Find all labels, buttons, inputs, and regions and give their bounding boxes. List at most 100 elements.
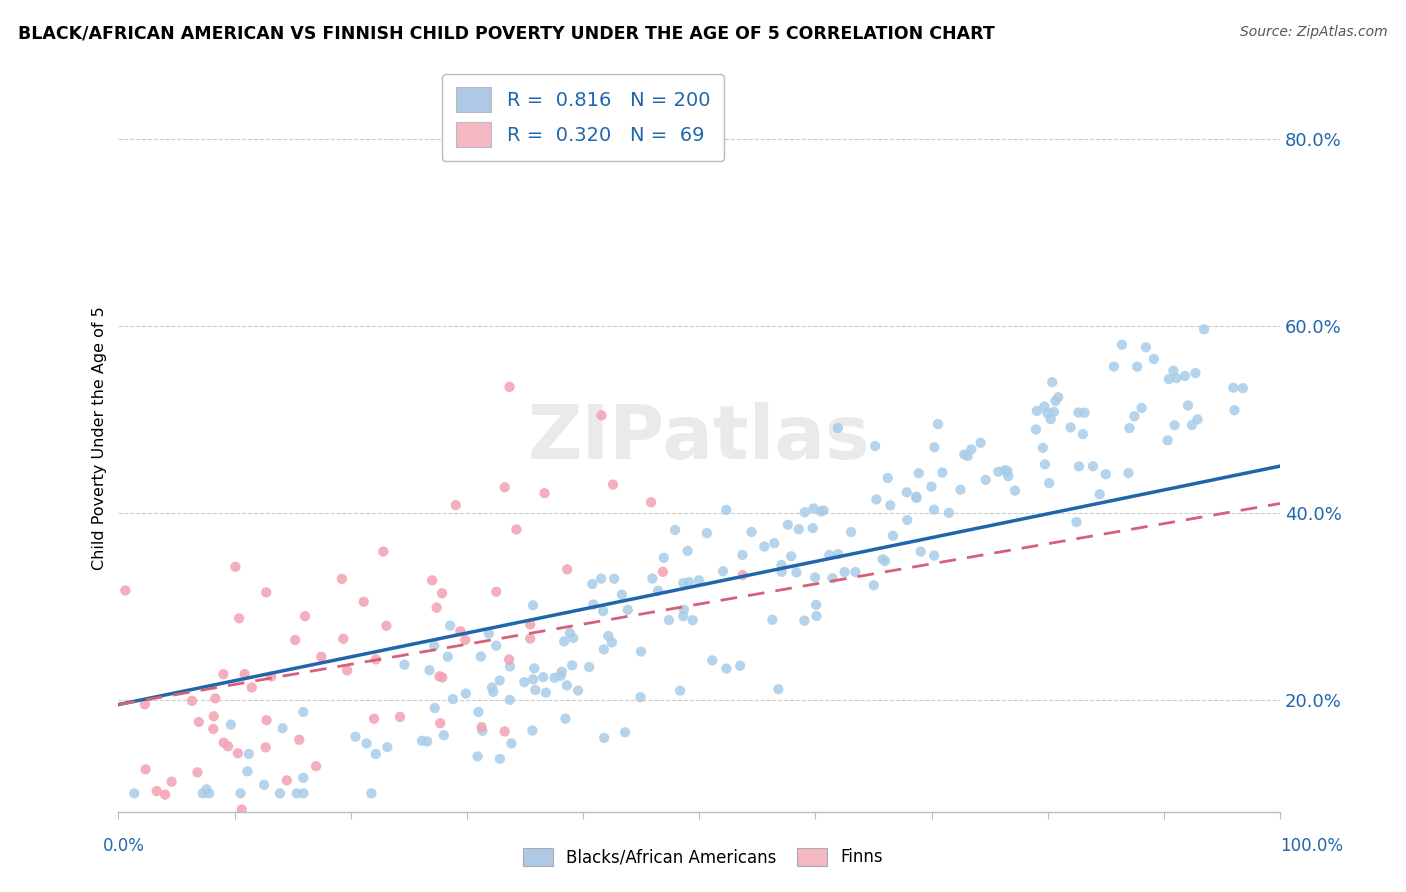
Point bbox=[202, 709, 225, 723]
Point bbox=[238, 747, 260, 761]
Point bbox=[711, 564, 734, 578]
Point bbox=[471, 723, 494, 738]
Point bbox=[994, 463, 1017, 477]
Point bbox=[763, 536, 786, 550]
Point bbox=[896, 513, 918, 527]
Point bbox=[567, 683, 589, 698]
Point bbox=[806, 609, 828, 624]
Point bbox=[664, 523, 686, 537]
Point bbox=[672, 602, 695, 616]
Point bbox=[770, 558, 793, 572]
Point bbox=[160, 774, 183, 789]
Point bbox=[429, 669, 451, 683]
Point bbox=[212, 667, 235, 681]
Point bbox=[834, 565, 856, 579]
Point bbox=[558, 626, 581, 640]
Point bbox=[1088, 487, 1111, 501]
Point bbox=[702, 653, 724, 667]
Point bbox=[554, 712, 576, 726]
Point bbox=[630, 644, 652, 658]
Point bbox=[593, 731, 616, 745]
Text: 100.0%: 100.0% bbox=[1279, 837, 1343, 855]
Point bbox=[761, 613, 783, 627]
Point bbox=[429, 716, 451, 731]
Point bbox=[839, 525, 862, 540]
Point bbox=[305, 759, 328, 773]
Point bbox=[803, 501, 825, 516]
Point bbox=[193, 833, 215, 847]
Point bbox=[640, 495, 662, 509]
Point bbox=[1004, 483, 1026, 498]
Point bbox=[974, 473, 997, 487]
Point bbox=[806, 598, 828, 612]
Point bbox=[801, 521, 824, 535]
Point bbox=[1126, 359, 1149, 374]
Point bbox=[672, 576, 695, 591]
Point bbox=[288, 833, 311, 847]
Point bbox=[432, 670, 454, 684]
Point bbox=[411, 733, 433, 747]
Text: Source: ZipAtlas.com: Source: ZipAtlas.com bbox=[1240, 25, 1388, 39]
Point bbox=[793, 614, 815, 628]
Point bbox=[804, 570, 827, 584]
Point bbox=[551, 665, 574, 679]
Point bbox=[259, 833, 281, 847]
Point bbox=[436, 649, 458, 664]
Point bbox=[969, 435, 991, 450]
Point bbox=[1135, 340, 1157, 354]
Point bbox=[555, 678, 578, 692]
Point bbox=[135, 763, 157, 777]
Point bbox=[181, 694, 204, 708]
Point bbox=[1045, 394, 1067, 409]
Point bbox=[114, 583, 136, 598]
Point bbox=[363, 712, 385, 726]
Legend: Blacks/African Americans, Finns: Blacks/African Americans, Finns bbox=[516, 841, 890, 873]
Point bbox=[260, 669, 283, 683]
Point bbox=[591, 572, 613, 586]
Point bbox=[523, 661, 546, 675]
Point bbox=[600, 635, 623, 649]
Point bbox=[614, 725, 637, 739]
Point bbox=[488, 673, 510, 688]
Point bbox=[285, 786, 308, 800]
Point bbox=[470, 720, 492, 734]
Point bbox=[364, 652, 387, 666]
Point bbox=[810, 504, 832, 518]
Point bbox=[879, 499, 901, 513]
Point bbox=[931, 466, 953, 480]
Point bbox=[356, 736, 378, 750]
Point bbox=[876, 471, 898, 485]
Point bbox=[1192, 322, 1215, 336]
Point bbox=[987, 465, 1010, 479]
Point bbox=[271, 722, 294, 736]
Point bbox=[603, 572, 626, 586]
Point bbox=[754, 540, 776, 554]
Point bbox=[499, 693, 522, 707]
Point bbox=[956, 449, 979, 463]
Point bbox=[793, 505, 815, 519]
Point bbox=[844, 565, 866, 579]
Point bbox=[768, 682, 790, 697]
Point bbox=[1123, 409, 1146, 424]
Point bbox=[276, 773, 298, 788]
Point bbox=[416, 734, 439, 748]
Point bbox=[1038, 476, 1060, 491]
Point bbox=[827, 547, 849, 561]
Point bbox=[688, 574, 710, 588]
Point bbox=[728, 658, 751, 673]
Legend: R =  0.816   N = 200, R =  0.320   N =  69: R = 0.816 N = 200, R = 0.320 N = 69 bbox=[443, 74, 724, 161]
Point bbox=[1118, 421, 1140, 435]
Point bbox=[862, 578, 884, 592]
Point bbox=[647, 583, 669, 598]
Point bbox=[494, 724, 516, 739]
Point bbox=[288, 732, 311, 747]
Point bbox=[420, 574, 443, 588]
Point bbox=[236, 764, 259, 779]
Point bbox=[134, 698, 156, 712]
Point bbox=[1163, 364, 1185, 378]
Point bbox=[678, 575, 700, 590]
Point bbox=[610, 588, 633, 602]
Point bbox=[467, 749, 489, 764]
Point bbox=[669, 683, 692, 698]
Point bbox=[938, 506, 960, 520]
